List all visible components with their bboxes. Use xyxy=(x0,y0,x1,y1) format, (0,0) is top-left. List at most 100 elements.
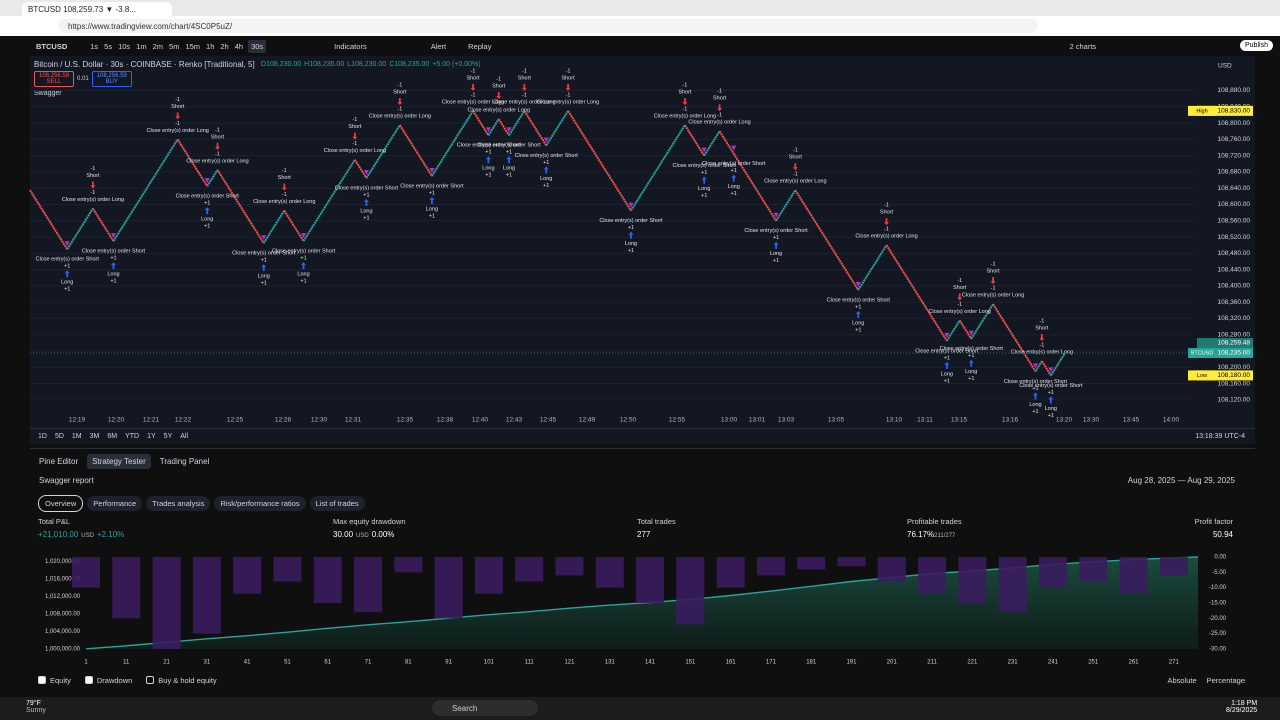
ohlc[interactable]: H108,235.00 xyxy=(304,61,345,68)
panel-tab[interactable]: Strategy Tester xyxy=(87,454,151,469)
taskbar: 79°F Sunny Search 1:18 PM 8/29/2025 xyxy=(0,697,1280,720)
interval[interactable]: 2h xyxy=(220,41,229,51)
interval[interactable]: 10s xyxy=(118,41,131,51)
interval[interactable]: 1s xyxy=(90,41,99,51)
metric-value-row: +21,010.00 USD +2.10% xyxy=(38,530,124,539)
browser-tab-strip: BTCUSD 108,259.73 ▼ -3.8... xyxy=(0,0,1280,16)
alert[interactable]: Alert xyxy=(430,41,447,51)
range[interactable]: 5D xyxy=(54,433,64,440)
publish[interactable]: Publish xyxy=(1240,40,1273,51)
metric-label: Total P&L xyxy=(38,517,71,526)
report-tab[interactable]: Trades analysis xyxy=(146,496,211,511)
metric: Max equity drawdown 30.00 USD 0.00% xyxy=(333,517,406,539)
metric-label: Profitable trades xyxy=(907,517,962,526)
indicators[interactable]: Indicators xyxy=(334,41,367,51)
sell-button[interactable]: 108,256.58 SELL xyxy=(34,71,75,87)
metric-label: Total trades xyxy=(637,517,676,526)
legend-label: Buy & hold equity xyxy=(158,676,217,685)
interval[interactable]: 1h xyxy=(206,41,215,51)
panel-tab[interactable]: Pine Editor xyxy=(39,457,79,466)
range-bar: 1D 5D 1M 3M 6M YTD 1Y 5Y All 13:18:39 UTC-4 xyxy=(30,428,1255,444)
metric-value: 30.00 xyxy=(333,530,354,539)
range[interactable]: 6M xyxy=(107,433,118,440)
metric-value: +21,010.00 xyxy=(38,530,79,539)
order-qty[interactable]: 0.01 xyxy=(77,76,89,82)
toggle[interactable]: Percentage xyxy=(1206,676,1245,685)
date-range[interactable]: Aug 28, 2025 — Aug 29, 2025 xyxy=(1127,476,1235,485)
buy-price: 108,256.59 xyxy=(96,73,127,79)
range[interactable]: 1Y xyxy=(147,433,156,440)
report-tab[interactable]: Risk/performance ratios xyxy=(214,496,306,511)
interval[interactable]: 1m xyxy=(136,41,147,51)
range[interactable]: 1D xyxy=(38,433,47,440)
metric-value-row: 277 xyxy=(637,530,676,539)
ohlc[interactable]: C108,235.00 xyxy=(389,61,430,68)
url[interactable]: https://www.tradingview.com/chart/4SC0P5… xyxy=(58,19,1038,33)
report-tab[interactable]: Performance xyxy=(87,496,143,511)
legend-buyhold[interactable]: Buy & hold equity xyxy=(146,676,217,685)
buy-button[interactable]: 108,256.59 BUY xyxy=(91,71,132,87)
chart-pane xyxy=(30,56,1255,428)
temp: 79°F xyxy=(26,700,41,707)
interval[interactable]: 2m xyxy=(152,41,164,51)
ohlc[interactable]: L108,230.00 xyxy=(347,61,387,68)
metric-label: Max equity drawdown xyxy=(333,517,406,526)
range[interactable]: YTD xyxy=(125,433,140,440)
clock: 13:18:39 UTC-4 xyxy=(1195,433,1245,440)
range[interactable]: 5Y xyxy=(163,433,173,440)
ohlc[interactable]: O108,230.00 xyxy=(260,61,302,68)
range[interactable]: All xyxy=(180,433,189,440)
report-tab[interactable]: List of trades xyxy=(309,496,365,511)
address-bar: https://www.tradingview.com/chart/4SC0P5… xyxy=(0,16,1280,36)
layout[interactable]: 2 charts xyxy=(1069,41,1097,51)
report-tab[interactable]: Overview xyxy=(38,495,84,512)
interval[interactable]: 5m xyxy=(169,41,180,51)
drawing-toolbar xyxy=(0,56,30,448)
legend-drawdown[interactable]: Drawdown xyxy=(84,676,133,685)
symbol[interactable]: BTCUSD xyxy=(36,41,68,51)
metric-value-row: 30.00 USD 0.00% xyxy=(333,530,406,539)
weather: 79°F Sunny xyxy=(26,700,46,714)
interval[interactable]: 15m xyxy=(185,41,201,51)
metric: Total P&L +21,010.00 USD +2.10% xyxy=(38,517,124,539)
right-sidebar xyxy=(1255,56,1280,693)
legend: Equity Drawdown Buy & hold equity xyxy=(38,676,217,685)
panel-tab[interactable]: Trading Panel xyxy=(159,457,210,466)
range[interactable]: 3M xyxy=(89,433,100,440)
metric-label: Profit factor xyxy=(1194,517,1233,526)
range[interactable]: 1M xyxy=(71,433,82,440)
metric: Profitable trades 76.17%211/277 xyxy=(907,517,962,539)
metric: Profit factor 50.94 xyxy=(1195,517,1233,539)
metric-unit: USD xyxy=(81,533,94,539)
metric-value: 76.17% xyxy=(907,530,935,539)
buy-label: BUY xyxy=(105,79,118,85)
legend-label: Equity xyxy=(50,676,71,685)
ohlc[interactable]: +5.00 (+0.00%) xyxy=(432,61,481,68)
bottom-panel: Pine Editor Strategy Tester Trading Panel … xyxy=(30,448,1255,693)
metric-value: 277 xyxy=(637,530,651,539)
chart-legend: Bitcoin / U.S. Dollar · 30s · COINBASE ·… xyxy=(34,60,1134,97)
chart-title: Bitcoin / U.S. Dollar · 30s · COINBASE ·… xyxy=(34,60,255,69)
metric-extra: 211/277 xyxy=(934,533,956,539)
legend-equity[interactable]: Equity xyxy=(38,676,71,685)
strategy-name: Swagger xyxy=(34,90,62,97)
legend-label: Drawdown xyxy=(96,676,133,685)
metric-unit: USD xyxy=(356,533,369,539)
interval[interactable]: 30s xyxy=(248,39,267,53)
report-title[interactable]: Swagger report xyxy=(39,476,94,485)
sell-price: 108,256.58 xyxy=(39,73,70,79)
condition: Sunny xyxy=(26,707,46,714)
metric-value: 50.94 xyxy=(1212,530,1233,539)
toggle[interactable]: Absolute xyxy=(1167,676,1197,685)
metric-extra: +2.10% xyxy=(96,530,125,539)
interval[interactable]: 4h xyxy=(234,41,244,51)
metric-extra: 0.00% xyxy=(371,530,395,539)
time: 1:18 PM xyxy=(1231,700,1258,707)
top-toolbar: BTCUSD 1s 5s 10s 1m 2m 5m 15m 1h 2h 4h 30s Indicat… xyxy=(0,36,1280,56)
browser-tab[interactable]: BTCUSD 108,259.73 ▼ -3.8... xyxy=(22,2,172,16)
search[interactable]: Search xyxy=(432,700,538,716)
interval[interactable]: 5s xyxy=(104,41,113,51)
tray-clock: 1:18 PM 8/29/2025 xyxy=(1226,700,1257,714)
replay[interactable]: Replay xyxy=(468,41,492,51)
